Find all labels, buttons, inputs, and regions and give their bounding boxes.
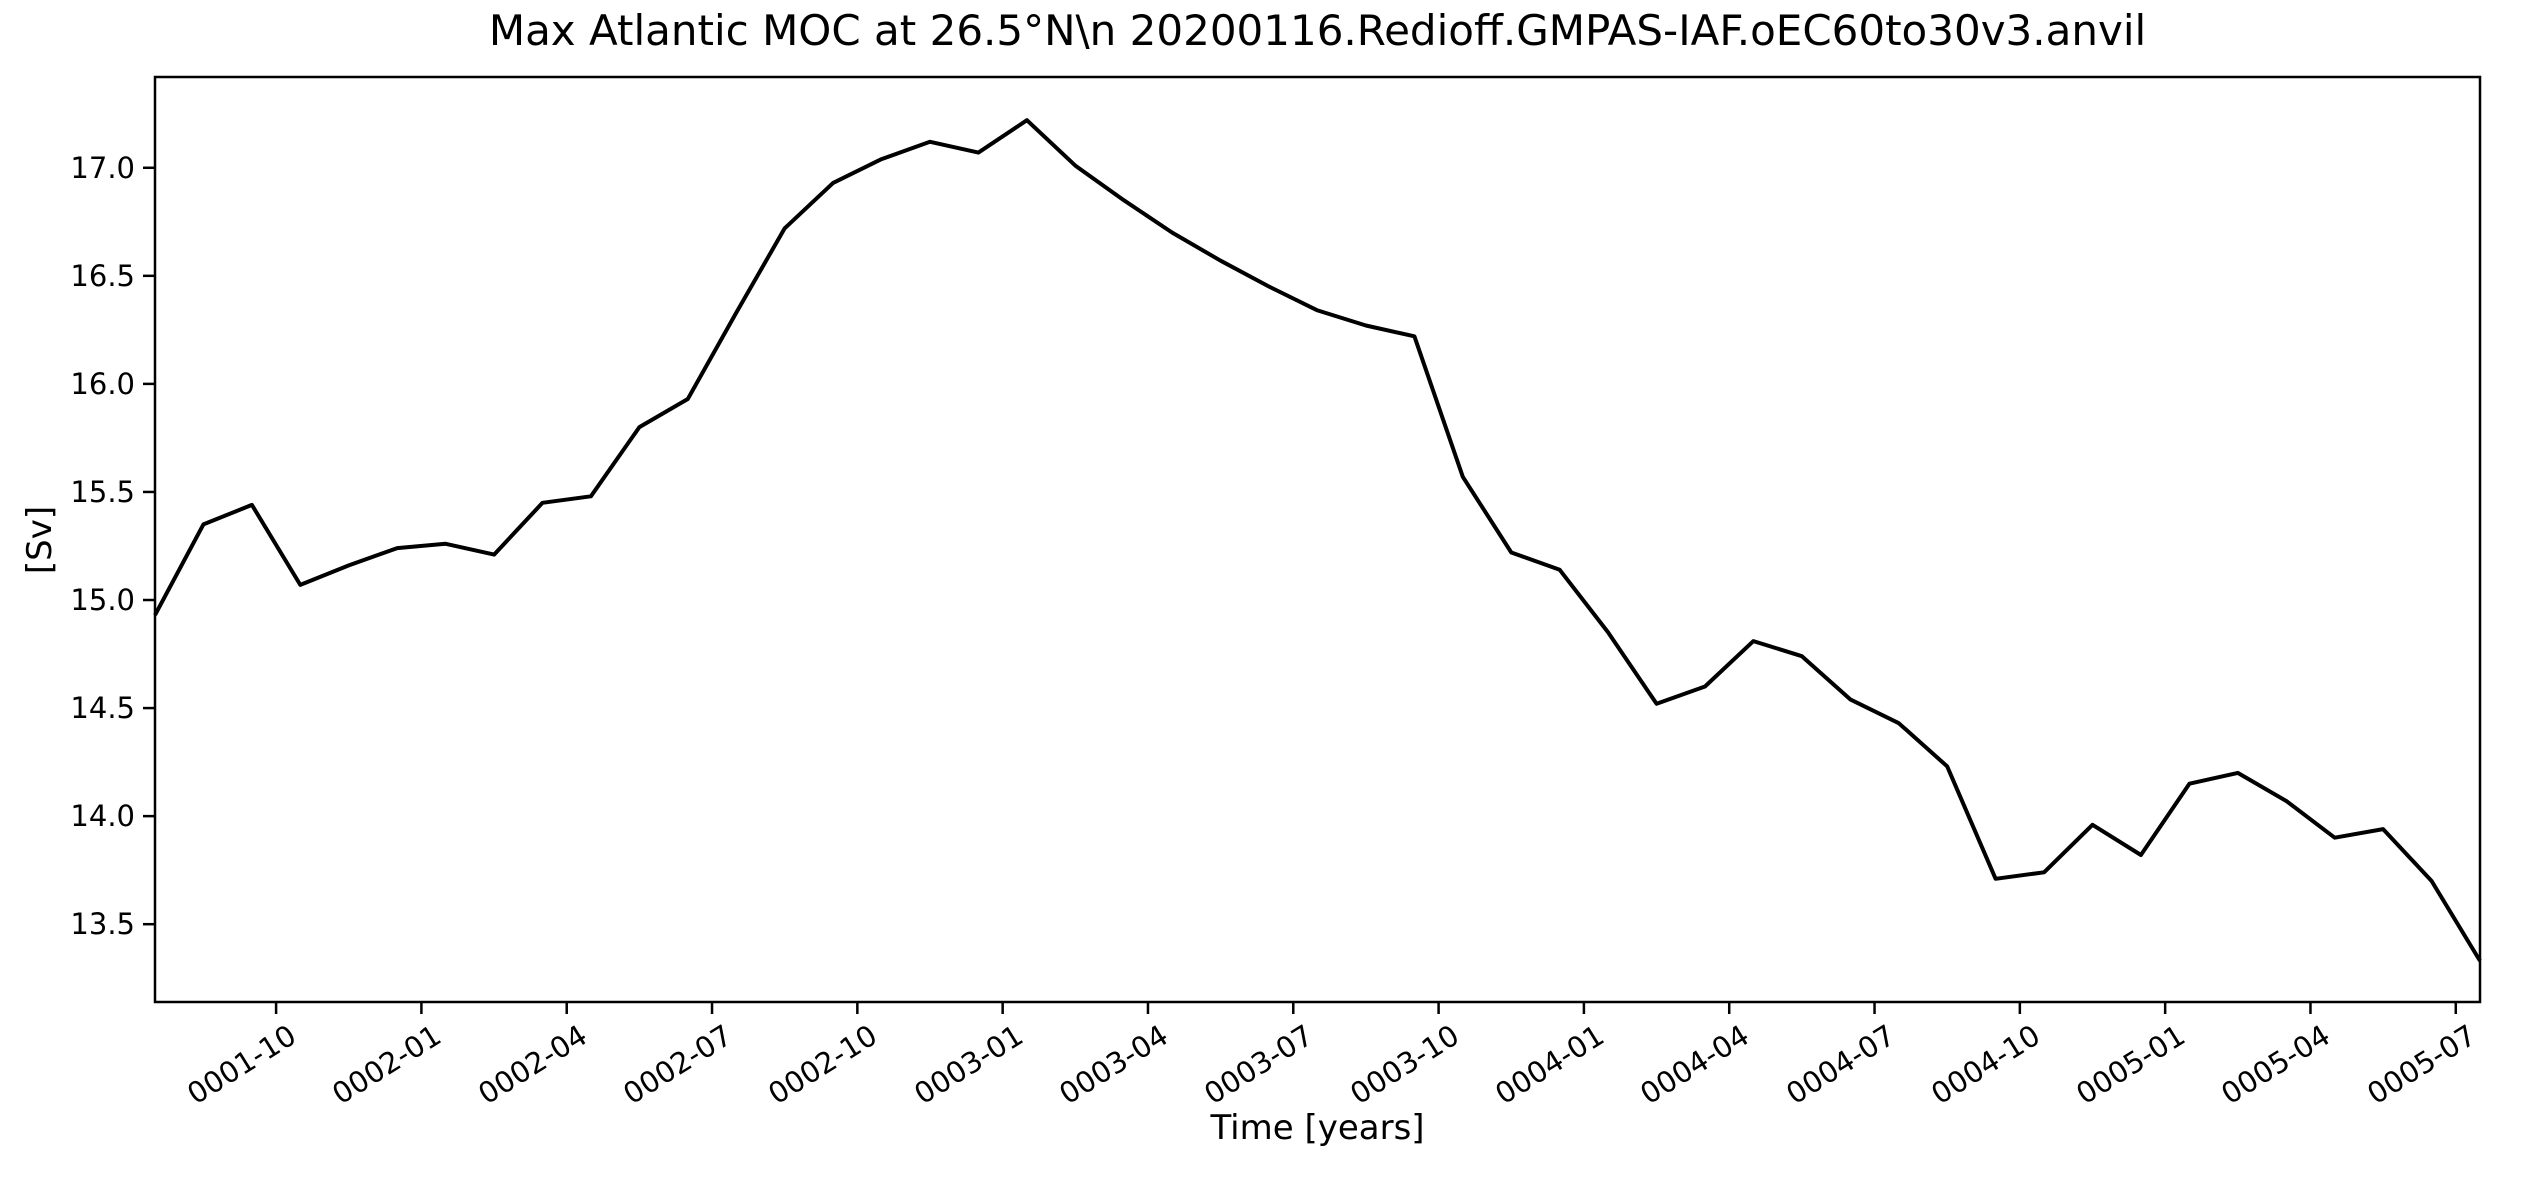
moc-line [153, 118, 2482, 962]
y-tick-label: 13.5 [70, 907, 135, 942]
y-tick-label: 15.5 [70, 474, 135, 509]
y-tick-label: 14.0 [70, 799, 135, 834]
y-tick-label: 16.5 [70, 258, 135, 293]
y-tick-label: 14.5 [70, 691, 135, 726]
y-tick-label: 17.0 [70, 150, 135, 185]
x-axis-label: Time [years] [1210, 1108, 1425, 1148]
y-tick-label: 16.0 [70, 366, 135, 401]
plot-box [153, 75, 2482, 1004]
y-tick-label: 15.0 [70, 583, 135, 617]
chart-title: Max Atlantic MOC at 26.5°N\n 20200116.Re… [488, 6, 2147, 55]
